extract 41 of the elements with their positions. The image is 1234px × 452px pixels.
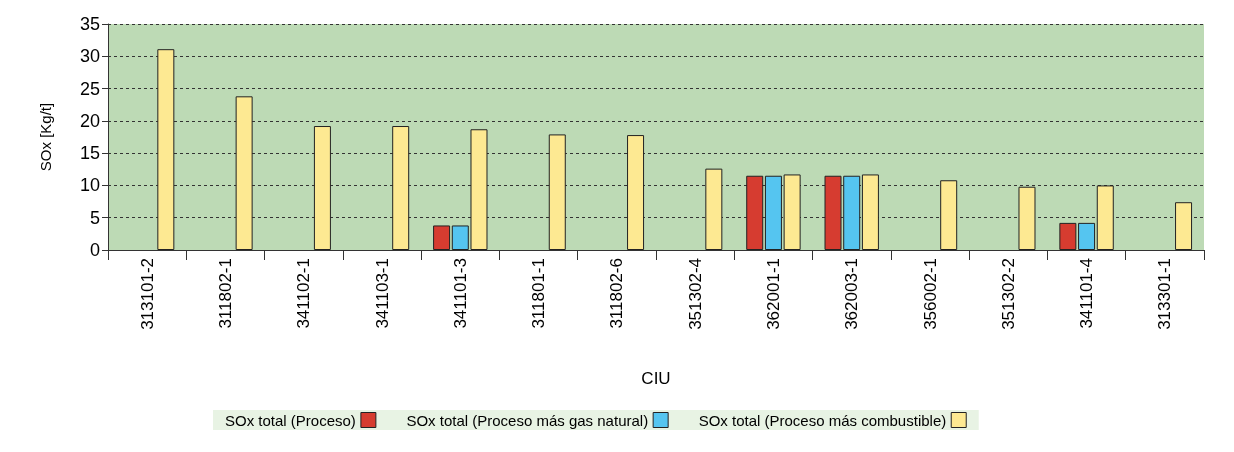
bar bbox=[157, 49, 175, 250]
legend-label: SOx total (Proceso más combustible) bbox=[698, 411, 947, 429]
y-tick-label: 30 bbox=[79, 46, 100, 67]
x-tick-label: 341103-1 bbox=[372, 258, 392, 329]
x-tick-label: 341101-3 bbox=[450, 258, 470, 329]
bar bbox=[548, 134, 566, 250]
bar bbox=[746, 175, 764, 250]
x-tick-label: 341101-4 bbox=[1077, 258, 1097, 329]
bar bbox=[433, 225, 451, 250]
x-tick-label: 313301-1 bbox=[1155, 258, 1175, 330]
y-tick-label: 15 bbox=[79, 143, 100, 164]
bar bbox=[313, 126, 331, 250]
y-tick-label: 20 bbox=[79, 110, 100, 131]
x-tick-label: 362003-1 bbox=[842, 258, 862, 330]
y-tick-label: 35 bbox=[79, 14, 100, 34]
bar bbox=[861, 174, 879, 250]
legend-label: SOx total (Proceso) bbox=[224, 411, 356, 429]
x-tick-label: 311802-6 bbox=[607, 258, 627, 329]
y-axis-title: SOx [Kg/t] bbox=[37, 102, 54, 172]
x-tick-label: 362001-1 bbox=[763, 258, 783, 330]
x-tick-label: 351302-2 bbox=[998, 258, 1018, 330]
bar bbox=[392, 126, 410, 250]
bar bbox=[1018, 186, 1036, 250]
y-tick-label: 0 bbox=[89, 240, 100, 260]
x-tick-label: 313101-2 bbox=[137, 258, 157, 330]
x-tick-label: 311801-1 bbox=[529, 258, 549, 329]
x-tick-label: 351302-4 bbox=[685, 258, 705, 330]
bar bbox=[627, 135, 645, 250]
bar bbox=[940, 180, 958, 250]
bar bbox=[1096, 185, 1114, 250]
y-tick-label: 10 bbox=[79, 175, 100, 196]
bar bbox=[705, 168, 723, 250]
y-tick-label: 25 bbox=[79, 78, 100, 99]
legend-label: SOx total (Proceso más gas natural) bbox=[406, 411, 649, 429]
x-tick-label: 311802-1 bbox=[215, 258, 235, 329]
bar bbox=[1175, 202, 1193, 250]
y-tick-label: 5 bbox=[89, 207, 100, 228]
x-tick-label: 356002-1 bbox=[920, 258, 940, 330]
x-axis-title: CIU bbox=[641, 369, 671, 388]
bar bbox=[235, 96, 253, 250]
x-tick-label: 341102-1 bbox=[294, 258, 314, 329]
